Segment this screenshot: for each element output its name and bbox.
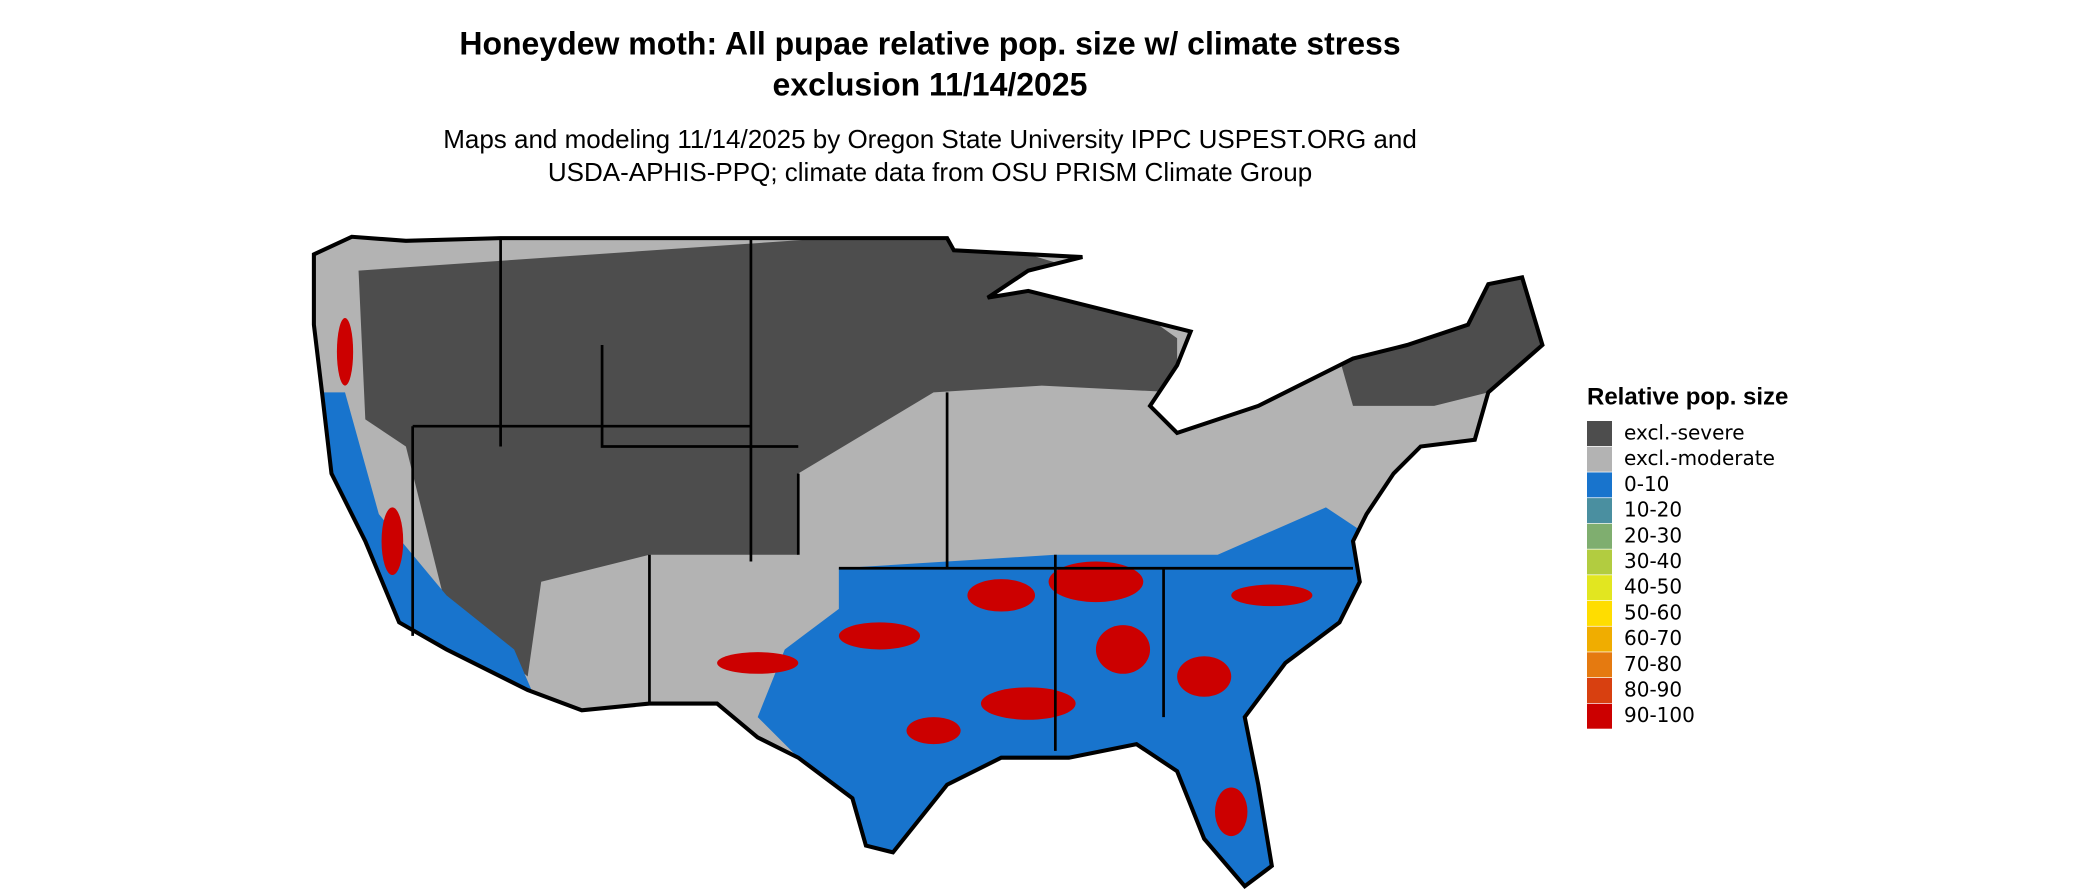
legend-swatch bbox=[1587, 549, 1612, 575]
legend-label: 80-90 bbox=[1624, 678, 1682, 702]
title: Honeydew moth: All pupae relative pop. s… bbox=[459, 25, 1400, 61]
legend-swatch bbox=[1587, 498, 1612, 524]
legend-label: 40-50 bbox=[1624, 575, 1682, 599]
legend-swatch bbox=[1587, 472, 1612, 498]
title: exclusion 11/14/2025 bbox=[773, 66, 1088, 102]
legend-swatch bbox=[1587, 678, 1612, 703]
legend-label: 0-10 bbox=[1624, 472, 1669, 496]
region-high bbox=[336, 317, 1313, 837]
legend-label: 20-30 bbox=[1624, 523, 1682, 547]
legend-swatch bbox=[1587, 575, 1612, 601]
legend-label: 10-20 bbox=[1624, 498, 1682, 522]
state-borders bbox=[411, 238, 1354, 751]
legend-label: 60-70 bbox=[1624, 626, 1682, 650]
legend-swatch bbox=[1587, 421, 1612, 446]
legend-swatch bbox=[1587, 600, 1612, 626]
legend-label: 30-40 bbox=[1624, 549, 1682, 573]
legend-swatch bbox=[1587, 626, 1612, 652]
region-severe bbox=[1339, 270, 1543, 406]
legend-label: excl.-moderate bbox=[1624, 446, 1775, 470]
legend-label: 90-100 bbox=[1624, 703, 1695, 727]
legend-label: 70-80 bbox=[1624, 652, 1682, 676]
legend-swatch bbox=[1587, 523, 1612, 549]
map-fill bbox=[313, 236, 1543, 887]
subtitle: USDA-APHIS-PPQ; climate data from OSU PR… bbox=[548, 157, 1312, 187]
map bbox=[311, 234, 1545, 889]
legend-label: excl.-severe bbox=[1624, 421, 1745, 445]
legend-swatch bbox=[1587, 703, 1612, 729]
legend: excl.-severeexcl.-moderate0-1010-2020-30… bbox=[1587, 421, 1775, 729]
region-severe bbox=[358, 236, 1178, 677]
legend-label: 50-60 bbox=[1624, 600, 1682, 624]
us-outline bbox=[311, 234, 1545, 889]
subtitle: Maps and modeling 11/14/2025 by Oregon S… bbox=[443, 124, 1417, 154]
legend-title: Relative pop. size bbox=[1587, 383, 1788, 410]
legend-swatch bbox=[1587, 446, 1612, 472]
legend-swatch bbox=[1587, 652, 1612, 678]
